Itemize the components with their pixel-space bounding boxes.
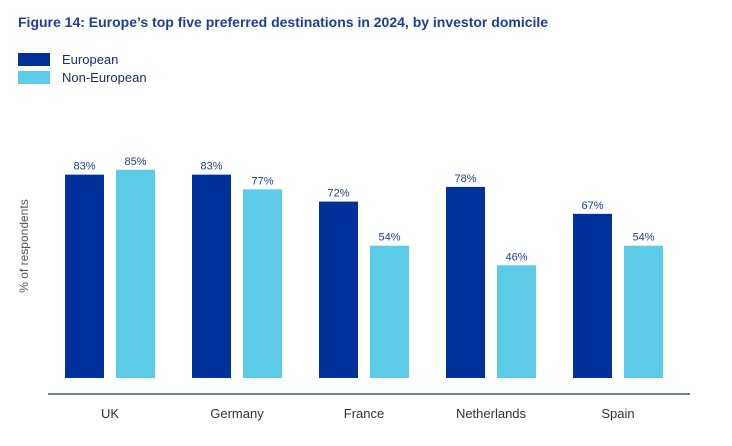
chart-title: Figure 14: Europe’s top five preferred d…	[18, 14, 549, 30]
legend-swatch-european	[18, 52, 50, 66]
bar-netherlands-european	[446, 186, 485, 378]
x-tick-label-germany: Germany	[210, 406, 264, 421]
legend-label-non-european: Non-European	[62, 69, 147, 85]
legend-item-european: European	[18, 50, 147, 68]
bar-spain-non-european	[624, 245, 663, 378]
bar-netherlands-non-european	[497, 265, 536, 378]
bar-uk-european	[65, 174, 104, 378]
data-label-spain-non-european: 54%	[632, 232, 654, 244]
data-label-germany-european: 83%	[200, 161, 222, 173]
data-label-netherlands-non-european: 46%	[505, 251, 527, 263]
data-label-france-european: 72%	[327, 188, 349, 200]
bar-france-european	[319, 201, 358, 378]
bar-spain-european	[573, 213, 612, 378]
legend-label-european: European	[62, 51, 119, 67]
bar-france-non-european	[370, 245, 409, 378]
bar-germany-non-european	[243, 189, 282, 378]
legend-swatch-non-european	[18, 70, 50, 84]
legend: European Non-European	[18, 50, 147, 86]
x-tick-label-netherlands: Netherlands	[456, 406, 527, 421]
data-label-france-non-european: 54%	[378, 232, 400, 244]
legend-item-non-european: Non-European	[18, 68, 147, 86]
data-label-uk-european: 83%	[73, 161, 95, 173]
bar-germany-european	[192, 174, 231, 378]
x-tick-label-france: France	[344, 406, 384, 421]
data-label-germany-non-european: 77%	[251, 175, 273, 187]
x-tick-label-uk: UK	[101, 406, 119, 421]
data-label-uk-non-european: 85%	[124, 156, 146, 168]
x-tick-label-spain: Spain	[601, 406, 634, 421]
data-label-netherlands-european: 78%	[454, 173, 476, 185]
data-label-spain-european: 67%	[581, 200, 603, 212]
bar-uk-non-european	[116, 169, 155, 378]
